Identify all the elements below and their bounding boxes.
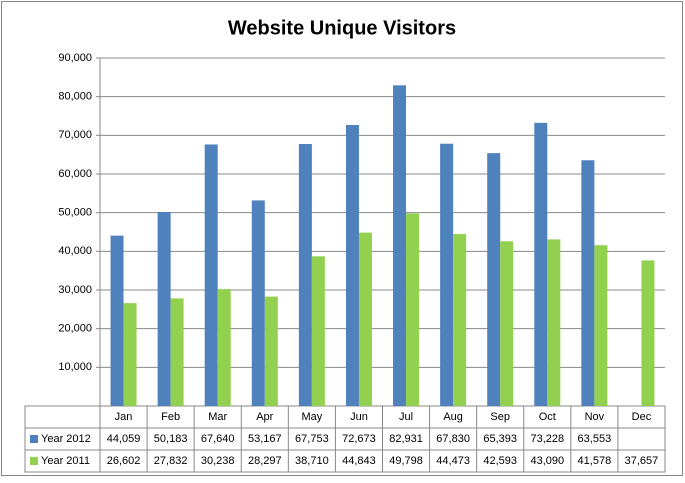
data-label: 43,090 <box>530 455 564 467</box>
bar <box>594 245 608 406</box>
data-label: 67,830 <box>436 433 470 445</box>
bar <box>547 239 561 406</box>
data-label: 27,832 <box>154 455 188 467</box>
x-tick-label: Aug <box>443 411 463 423</box>
data-label: 50,183 <box>154 433 188 445</box>
y-tick-label: 80,000 <box>58 91 92 103</box>
bar <box>170 298 184 406</box>
data-label: 65,393 <box>483 433 517 445</box>
bar <box>534 122 548 406</box>
chart-border <box>1 1 683 476</box>
data-label: 53,167 <box>248 433 282 445</box>
data-label: 41,578 <box>578 455 612 467</box>
bar <box>264 296 278 406</box>
y-tick-label: 20,000 <box>58 323 92 335</box>
x-tick-label: Nov <box>585 411 605 423</box>
data-label: 26,602 <box>107 455 141 467</box>
legend-label: Year 2012 <box>41 433 91 445</box>
bar <box>311 256 325 406</box>
bar <box>393 85 407 406</box>
bar <box>453 234 467 406</box>
bar <box>581 160 595 406</box>
bar <box>157 211 171 406</box>
data-label: 44,843 <box>342 455 376 467</box>
legend-swatch <box>30 435 38 443</box>
data-label: 44,059 <box>107 433 141 445</box>
data-label: 38,710 <box>295 455 329 467</box>
data-label: 73,228 <box>530 433 564 445</box>
x-tick-label: Feb <box>161 411 180 423</box>
y-tick-label: 60,000 <box>58 168 92 180</box>
x-tick-label: Mar <box>208 411 227 423</box>
data-label: 30,238 <box>201 455 235 467</box>
x-tick-label: Jul <box>399 411 413 423</box>
data-label: 67,640 <box>201 433 235 445</box>
chart-title: Website Unique Visitors <box>228 17 456 39</box>
data-label: 37,657 <box>625 455 659 467</box>
bar <box>500 241 514 406</box>
y-tick-label: 40,000 <box>58 245 92 257</box>
bar <box>204 144 218 406</box>
x-tick-label: Dec <box>632 411 652 423</box>
bar <box>251 200 265 406</box>
bar <box>110 235 124 406</box>
x-tick-label: Apr <box>256 411 273 423</box>
data-label: 82,931 <box>389 433 423 445</box>
data-label: 49,798 <box>389 455 423 467</box>
y-tick-label: 90,000 <box>58 52 92 64</box>
bar <box>406 213 420 406</box>
y-tick-label: 10,000 <box>58 361 92 373</box>
x-tick-label: Oct <box>539 411 556 423</box>
data-label: 28,297 <box>248 455 282 467</box>
data-label: 72,673 <box>342 433 376 445</box>
x-tick-label: May <box>301 411 322 423</box>
x-tick-label: Sep <box>490 411 510 423</box>
bar <box>487 153 501 406</box>
bar <box>298 144 312 406</box>
data-label: 67,753 <box>295 433 329 445</box>
x-tick-label: Jan <box>115 411 133 423</box>
x-tick-label: Jun <box>350 411 368 423</box>
data-label: 42,593 <box>483 455 517 467</box>
legend-label: Year 2011 <box>41 455 90 467</box>
legend-swatch <box>30 457 38 465</box>
bar <box>345 124 359 406</box>
y-tick-label: 50,000 <box>58 207 92 219</box>
bar <box>641 260 655 406</box>
y-tick-label: 30,000 <box>58 284 92 296</box>
bar <box>358 232 372 406</box>
bar <box>123 303 137 406</box>
bar <box>217 289 231 406</box>
data-label: 63,553 <box>578 433 612 445</box>
data-label: 44,473 <box>436 455 470 467</box>
bar <box>440 143 454 406</box>
y-tick-label: 70,000 <box>58 129 92 141</box>
